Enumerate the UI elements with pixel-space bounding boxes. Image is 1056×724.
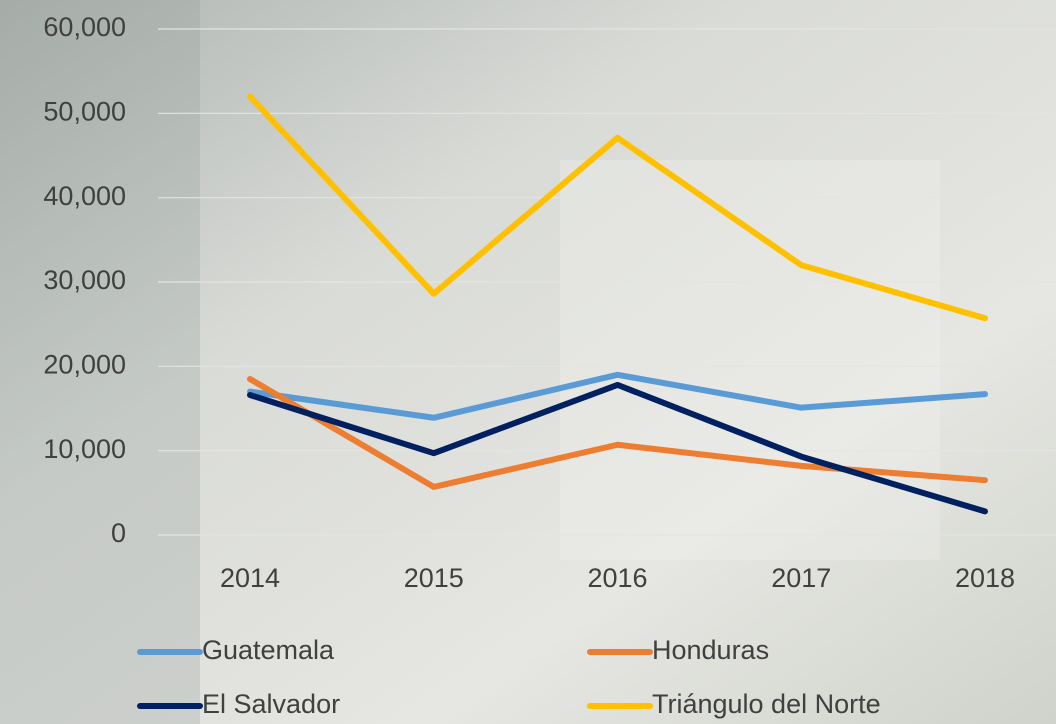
y-tick-label: 50,000 bbox=[43, 96, 126, 126]
y-tick-label: 60,000 bbox=[43, 12, 126, 42]
legend-label: Guatemala bbox=[202, 635, 335, 665]
y-tick-label: 20,000 bbox=[43, 349, 126, 379]
legend-label: Honduras bbox=[652, 635, 769, 665]
y-tick-label: 10,000 bbox=[43, 434, 126, 464]
x-tick-label: 2017 bbox=[771, 563, 831, 593]
series-line bbox=[247, 381, 988, 515]
legend-label: Triángulo del Norte bbox=[652, 689, 881, 719]
legend-label: El Salvador bbox=[202, 689, 340, 719]
background-shade bbox=[0, 0, 200, 724]
y-tick-label: 40,000 bbox=[43, 181, 126, 211]
x-tick-label: 2016 bbox=[587, 563, 647, 593]
series-line bbox=[247, 371, 988, 421]
background-shade bbox=[560, 160, 940, 560]
y-tick-label: 30,000 bbox=[43, 265, 126, 295]
series-line bbox=[247, 93, 988, 322]
x-tick-label: 2018 bbox=[955, 563, 1015, 593]
x-tick-label: 2015 bbox=[404, 563, 464, 593]
y-tick-label: 0 bbox=[111, 518, 126, 548]
x-tick-label: 2014 bbox=[220, 563, 280, 593]
series-line bbox=[247, 375, 988, 490]
